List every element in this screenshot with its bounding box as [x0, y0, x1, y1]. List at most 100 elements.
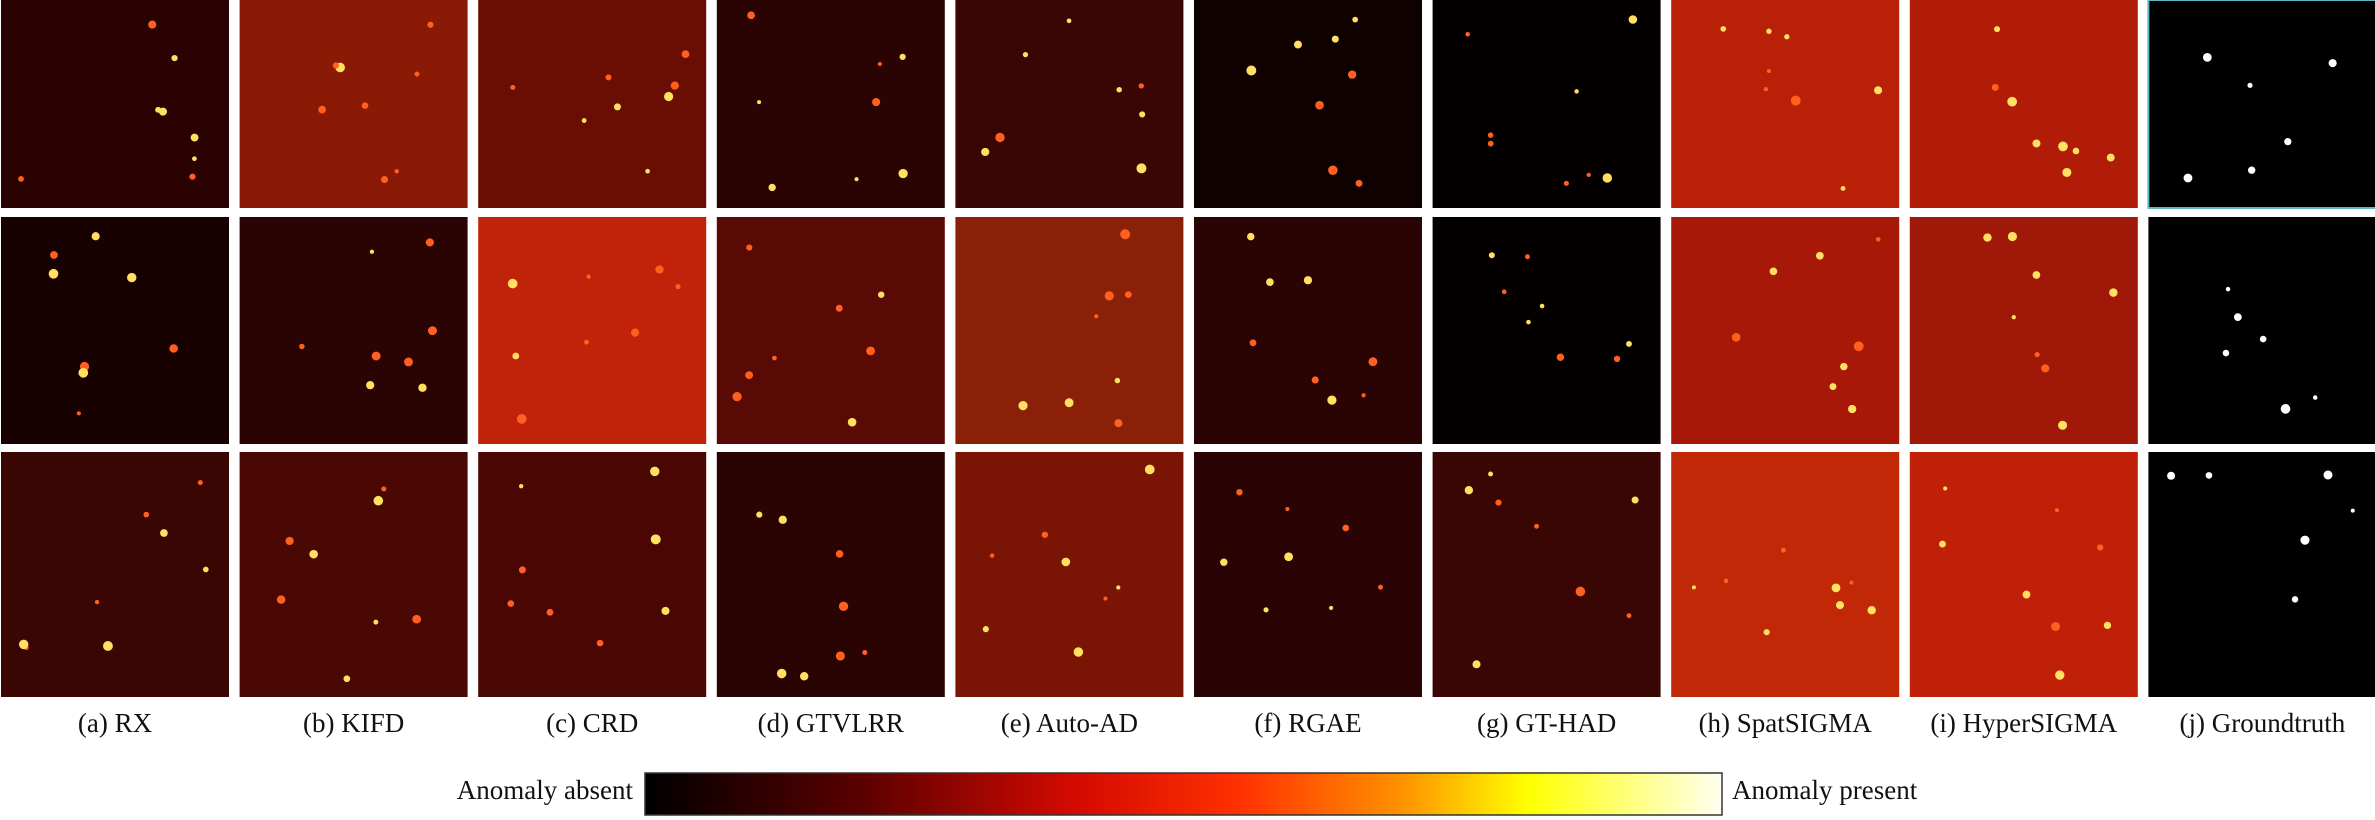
anomaly-spot [2247, 82, 2253, 88]
anomaly-spot [1236, 488, 1243, 496]
anomaly-spot [778, 515, 787, 524]
caption: (i) HyperSIGMA [1930, 708, 2117, 738]
anomaly-spot [1472, 660, 1481, 669]
anomaly-spot [878, 291, 885, 298]
anomaly-spot [613, 103, 621, 111]
colorbar [644, 772, 1723, 816]
anomaly-spot [1018, 401, 1028, 411]
anomaly-spot [1120, 229, 1131, 240]
anomaly-spot [1829, 383, 1837, 391]
anomaly-spot [1720, 26, 1727, 32]
anomaly-spot [189, 173, 196, 180]
anomaly-spot [645, 168, 650, 174]
anomaly-spot [681, 50, 690, 59]
anomaly-spot [127, 272, 137, 283]
anomaly-spot [838, 601, 849, 611]
anomaly-spot [78, 367, 89, 378]
anomaly-spot [596, 639, 604, 647]
anomaly-spot [1780, 547, 1786, 553]
anomaly-spot [427, 21, 434, 28]
anomaly-spot [394, 169, 399, 174]
anomaly-spot [1784, 34, 1790, 40]
anomaly-spot [2284, 138, 2292, 146]
anomaly-spot [412, 614, 422, 624]
colorbar-left-label: Anomaly absent [457, 775, 634, 805]
anomaly-spot [1061, 557, 1071, 567]
anomaly-spot [1766, 68, 1771, 73]
anomaly-spot [2041, 364, 2050, 373]
anomaly-spot [1875, 237, 1881, 242]
anomaly-spot [1847, 404, 1857, 414]
anomaly-spot [756, 511, 763, 518]
anomaly-spot [835, 550, 844, 558]
anomaly-spot [854, 177, 859, 182]
anomaly-spot [518, 566, 526, 574]
anomaly-spot [655, 265, 664, 274]
anomaly-spot [2058, 420, 2068, 430]
anomaly-spot [1763, 86, 1768, 92]
result-map [1909, 452, 2138, 697]
anomaly-spot [1840, 185, 1846, 191]
anomaly-spot [2058, 141, 2068, 152]
anomaly-spot [768, 183, 776, 192]
result-map [478, 0, 707, 208]
anomaly-spot [1586, 172, 1591, 177]
anomaly-spot [171, 54, 178, 62]
caption: (a) RX [78, 708, 153, 738]
anomaly-spot [332, 62, 339, 69]
anomaly-spot [2328, 59, 2337, 68]
anomaly-spot [425, 238, 434, 247]
result-map [716, 0, 945, 208]
anomaly-spot [160, 529, 168, 537]
anomaly-spot [2032, 271, 2041, 279]
colorbar-right-label: Anomaly present [1732, 775, 1918, 805]
anomaly-spot [1769, 267, 1778, 276]
result-map [1909, 0, 2138, 208]
result-map [1909, 217, 2138, 444]
anomaly-spot [2007, 96, 2018, 107]
anomaly-spot [757, 100, 762, 105]
anomaly-spot [835, 304, 843, 312]
anomaly-spot [1815, 251, 1824, 260]
anomaly-spot [1066, 18, 1072, 24]
anomaly-spot [1575, 586, 1586, 597]
anomaly-spot [605, 74, 612, 81]
anomaly-spot [1766, 28, 1772, 34]
anomaly-spot [2323, 470, 2333, 480]
anomaly-spot [519, 484, 524, 489]
anomaly-spot [2205, 472, 2213, 479]
anomaly-spot [1464, 486, 1474, 495]
anomaly-spot [2034, 352, 2040, 358]
captions: (a) RX (b) KIFD (c) CRD (d) GTVLRR (e) Auto-… [78, 708, 2346, 738]
anomaly-spot [1853, 341, 1864, 352]
result-map [1, 0, 229, 208]
anomaly-spot [2109, 288, 2118, 297]
caption: (g) GT-HAD [1477, 708, 1616, 738]
anomaly-spot [670, 81, 679, 90]
anomaly-spot [373, 619, 379, 625]
anomaly-spot [1626, 341, 1632, 347]
anomaly-spot [1347, 70, 1357, 79]
anomaly-spot [981, 147, 990, 157]
caption: (b) KIFD [303, 708, 404, 738]
anomaly-spot [197, 480, 203, 486]
anomaly-spot [1331, 35, 1339, 43]
anomaly-spot [1342, 524, 1350, 532]
anomaly-spot [94, 599, 100, 605]
anomaly-spot [989, 553, 995, 558]
anomaly-spot [1116, 585, 1121, 590]
anomaly-spot [1763, 629, 1770, 636]
anomaly-spot [776, 668, 787, 679]
anomaly-spot [2183, 173, 2193, 183]
anomaly-spot [373, 495, 384, 506]
anomaly-spot [872, 98, 881, 107]
anomaly-spot [1116, 86, 1122, 93]
anomaly-spot [318, 105, 326, 114]
anomaly-spot [361, 102, 369, 109]
anomaly-spot [898, 168, 908, 179]
anomaly-spot [664, 91, 674, 102]
anomaly-spot [299, 343, 305, 350]
anomaly-spot [1574, 89, 1579, 94]
anomaly-spot [1104, 291, 1114, 301]
